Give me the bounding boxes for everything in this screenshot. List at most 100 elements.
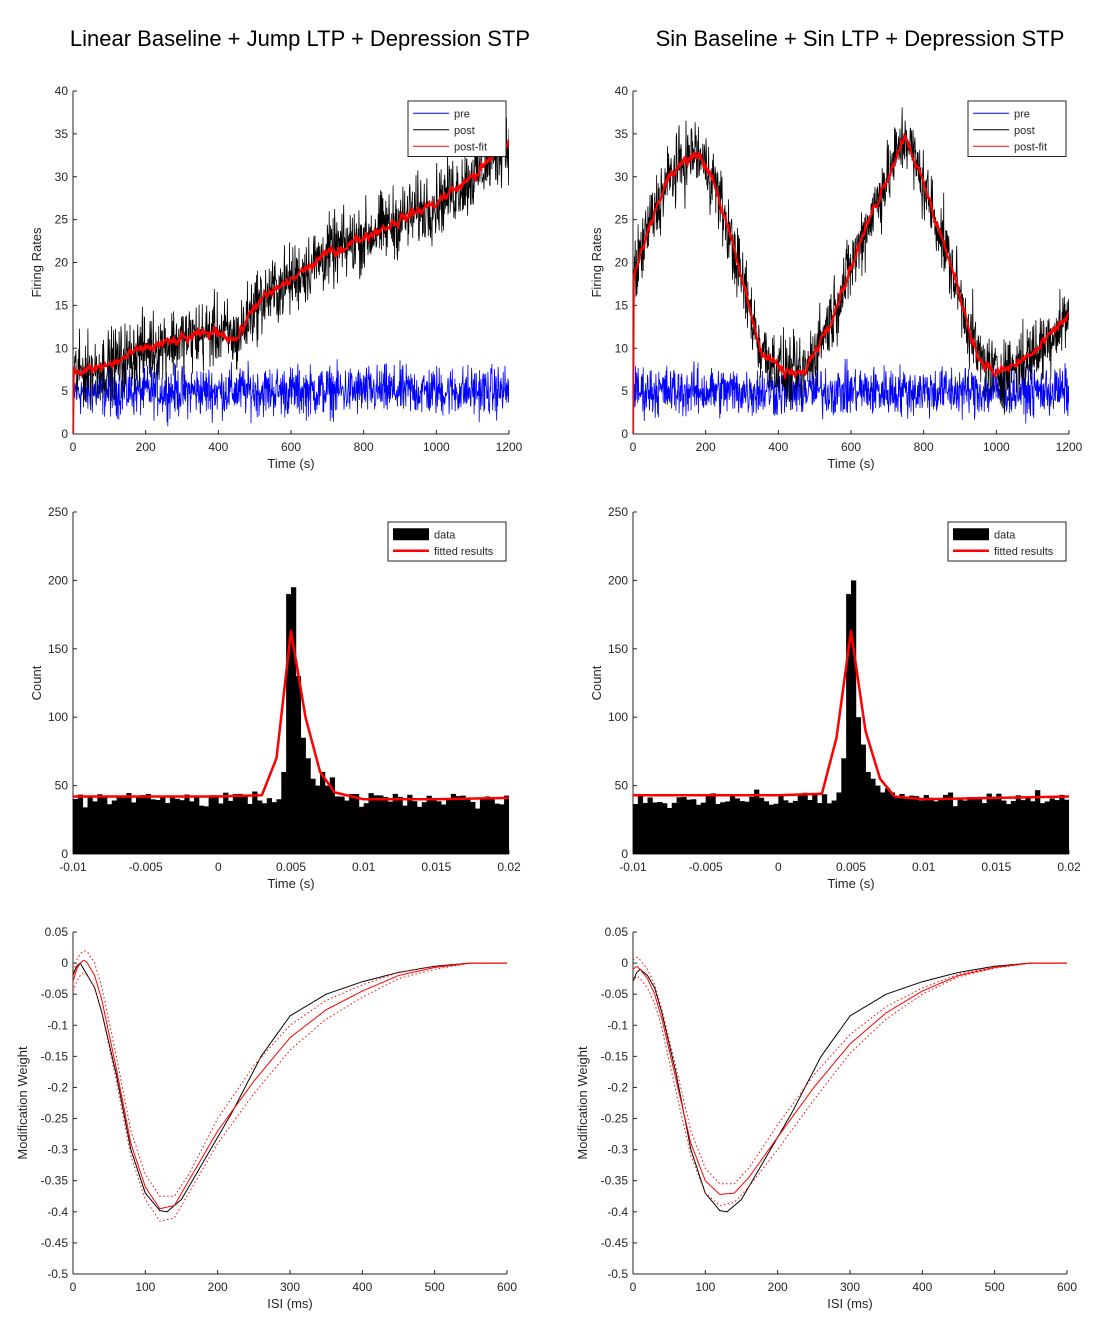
y-tick-label: -0.5 (607, 1267, 628, 1281)
histogram-bar (373, 795, 379, 854)
histogram-bar (189, 801, 195, 854)
series-fit-upper-line (633, 957, 1067, 1185)
x-axis-label: Time (s) (267, 456, 314, 471)
x-tick-label: 200 (208, 1280, 228, 1294)
x-tick-label: 0.02 (1057, 860, 1081, 874)
x-tick-label: 800 (914, 440, 934, 454)
histogram-bar (773, 803, 779, 854)
histogram-bar (889, 792, 895, 854)
legend-entry: post-fit (1014, 141, 1047, 153)
histogram-bar (642, 802, 648, 854)
legend-entry: post-fit (454, 141, 487, 153)
histogram-bar (681, 796, 687, 854)
y-tick-label: 15 (55, 298, 69, 312)
histogram-bar (237, 793, 243, 854)
histogram-bar (817, 803, 823, 854)
x-tick-label: 0 (630, 1280, 637, 1294)
histogram-bar (981, 803, 988, 854)
histogram-bar (821, 794, 828, 854)
histogram-bar (324, 785, 331, 854)
y-tick-label: -0.2 (607, 1080, 628, 1094)
histogram-bar (479, 799, 486, 854)
x-tick-label: 0 (775, 860, 782, 874)
histogram-bar (884, 788, 891, 854)
legend-swatch (953, 528, 989, 541)
histogram-bar (865, 771, 871, 854)
histogram-bar (875, 785, 881, 854)
histogram-bar (295, 676, 302, 854)
y-tick-label: 100 (48, 710, 68, 724)
y-tick-label: 0 (61, 956, 68, 970)
y-tick-label: -0.4 (47, 1205, 68, 1219)
y-tick-label: -0.1 (47, 1018, 68, 1032)
legend-entry: pre (1014, 108, 1030, 120)
histogram-bar (174, 798, 180, 854)
histogram-bar (1025, 796, 1031, 854)
histogram-bar (850, 580, 857, 854)
y-tick-label: 40 (55, 84, 69, 98)
histogram-bar (633, 803, 639, 854)
x-tick-label: 0.005 (276, 860, 306, 874)
histogram-bar (213, 795, 219, 854)
histogram-bar (271, 802, 277, 854)
histogram-bar (387, 801, 394, 854)
histogram-bar (652, 802, 658, 854)
y-tick-label: -0.3 (607, 1143, 628, 1157)
y-tick-label: 250 (608, 505, 628, 519)
y-tick-label: 20 (55, 256, 69, 270)
column-title-left: Linear Baseline + Jump LTP + Depression … (69, 26, 531, 51)
column-title-right: Sin Baseline + Sin LTP + Depression STP (655, 26, 1065, 51)
histogram-bar (812, 794, 818, 854)
histogram-bar (92, 801, 98, 854)
histogram-bar (412, 801, 418, 854)
y-tick-label: 0.05 (45, 925, 69, 939)
legend-swatch (393, 528, 429, 541)
histogram-bar (281, 771, 287, 854)
y-tick-label: 0.05 (605, 925, 629, 939)
fitted-results-line (73, 629, 509, 801)
histogram-bar (1010, 801, 1017, 854)
histogram-bar (662, 803, 668, 854)
histogram-bar (484, 796, 490, 854)
histogram-bar (445, 798, 452, 854)
x-tick-label: -0.005 (689, 860, 723, 874)
y-tick-label: 35 (55, 127, 69, 141)
histogram-bar (894, 796, 900, 854)
histogram-bar (768, 804, 774, 854)
y-tick-label: -0.45 (601, 1236, 629, 1250)
histogram-bar (972, 797, 978, 854)
histogram-bar (1015, 795, 1021, 854)
histogram-bar (203, 806, 210, 854)
y-tick-label: -0.25 (41, 1112, 69, 1126)
y-tick-label: 0 (621, 956, 628, 970)
histogram-bar (1044, 801, 1050, 854)
histogram-bar (671, 802, 677, 854)
plot-area (73, 950, 507, 1222)
histogram-bar (715, 804, 721, 854)
histogram-bar (494, 803, 500, 854)
histogram-bar (310, 778, 316, 854)
y-axis-label: Count (589, 665, 604, 700)
y-tick-label: 5 (621, 384, 628, 398)
y-tick-label: 200 (48, 573, 68, 587)
histogram-bar (938, 798, 944, 854)
y-tick-label: -0.5 (47, 1267, 68, 1281)
histogram-bar (1020, 800, 1026, 854)
x-tick-label: 0.02 (497, 860, 521, 874)
chart-hist-right: -0.01 -0.005 0 0.005 0.01 0.015 0.02 0 50 100 150 2… (589, 505, 1081, 891)
y-tick-label: -0.25 (601, 1112, 629, 1126)
histogram-bar (383, 797, 389, 854)
histogram-bar (967, 797, 973, 854)
legend-entry: pre (454, 108, 470, 120)
legend-entry: post (454, 125, 475, 137)
histogram-bar (880, 792, 886, 854)
y-tick-label: -0.05 (601, 987, 629, 1001)
histogram-bar (349, 794, 355, 854)
y-tick-label: -0.15 (601, 1049, 629, 1063)
histogram-bar (300, 737, 306, 854)
y-tick-label: -0.1 (607, 1018, 628, 1032)
histogram-bar (426, 795, 432, 854)
x-tick-label: 200 (136, 440, 156, 454)
x-tick-label: 1000 (423, 440, 450, 454)
